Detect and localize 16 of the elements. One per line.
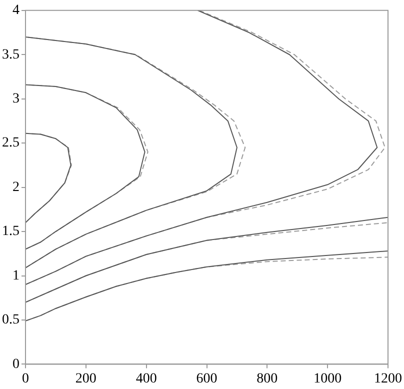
x-tick-label: 0 bbox=[22, 371, 29, 386]
x-tick-label: 800 bbox=[256, 371, 278, 386]
y-tick-label: 4 bbox=[12, 3, 20, 18]
x-tick-label: 600 bbox=[196, 371, 218, 386]
y-tick-label: 3.5 bbox=[2, 47, 20, 62]
y-tick-label: 1 bbox=[12, 268, 20, 284]
y-tick-label: 0 bbox=[12, 356, 20, 372]
x-tick-label: 400 bbox=[136, 371, 157, 386]
x-tick-label: 1200 bbox=[374, 371, 402, 386]
y-tick-label: 1.5 bbox=[2, 224, 20, 240]
y-tick-label: 0.5 bbox=[2, 312, 20, 328]
y-tick-label: 3 bbox=[12, 92, 20, 107]
x-tick-label: 1000 bbox=[314, 371, 342, 386]
y-tick-label: 2.5 bbox=[2, 136, 20, 151]
y-tick-label: 2 bbox=[12, 180, 20, 195]
x-tick-label: 200 bbox=[75, 371, 96, 386]
